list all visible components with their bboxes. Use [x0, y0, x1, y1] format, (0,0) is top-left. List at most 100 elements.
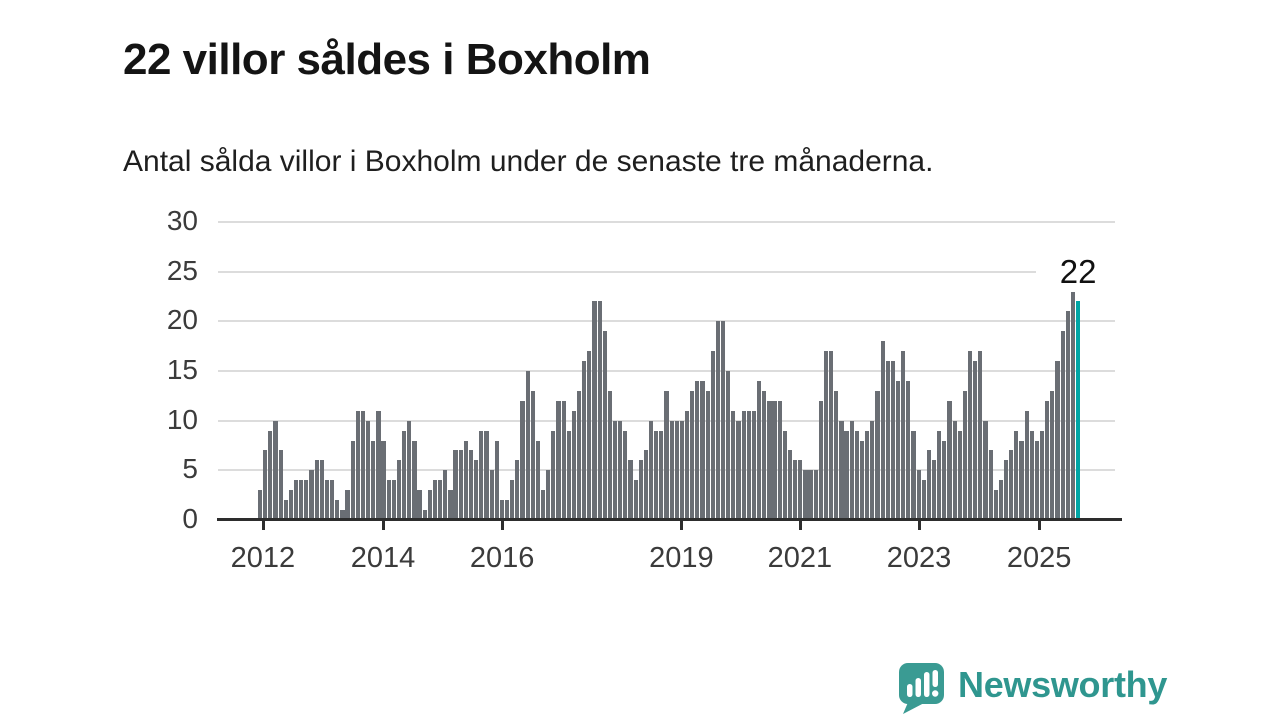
bar: [525, 371, 530, 520]
bar: [294, 480, 299, 520]
bar: [926, 450, 931, 520]
bar: [937, 430, 942, 520]
bar: [304, 480, 309, 520]
bar: [396, 460, 402, 520]
bar: [782, 430, 787, 520]
bar: [731, 410, 736, 520]
bar: [854, 430, 859, 520]
bar: [787, 450, 793, 520]
bar: [407, 420, 412, 520]
bar: [422, 510, 427, 520]
bar: [597, 301, 602, 520]
bar: [762, 390, 767, 520]
bar: [988, 450, 993, 520]
bar: [885, 361, 890, 520]
newsworthy-wordmark: Newsworthy: [958, 664, 1168, 705]
bar: [324, 480, 330, 520]
bar: [412, 440, 417, 520]
bar: [546, 470, 551, 520]
value-label: 22: [1036, 253, 1121, 291]
bar: [751, 410, 757, 520]
bar: [911, 430, 916, 520]
y-axis-tick-label: 20: [166, 304, 198, 336]
bar: [741, 410, 746, 520]
bar: [921, 480, 926, 520]
bar: [942, 440, 947, 520]
bar: [350, 440, 355, 520]
bar: [1045, 400, 1050, 520]
bar: [890, 361, 895, 520]
bar: [607, 390, 613, 520]
gridline: [218, 320, 1115, 323]
bar: [643, 450, 649, 520]
bar: [757, 380, 762, 520]
bar: [484, 430, 489, 520]
x-axis-line: [217, 518, 1122, 521]
bar: [258, 490, 263, 520]
y-axis-tick-label: 30: [166, 205, 198, 236]
bar: [638, 460, 643, 520]
bar: [1014, 430, 1019, 520]
bar: [679, 420, 685, 520]
bar: [417, 490, 422, 520]
x-axis-tick: [381, 521, 385, 530]
bar: [535, 440, 540, 520]
bar: [685, 410, 690, 520]
bar: [566, 430, 571, 520]
bar: [803, 470, 808, 520]
x-axis-tick-label: 2021: [767, 542, 833, 574]
bar: [834, 390, 839, 520]
bar: [875, 390, 880, 520]
page-title: 22 villor såldes i Boxholm: [123, 35, 651, 85]
bar: [386, 480, 391, 520]
x-axis-tick: [261, 521, 265, 530]
bar: [695, 380, 700, 520]
bar: [793, 460, 798, 520]
x-axis-tick-label: 2012: [230, 542, 296, 574]
bar: [504, 500, 510, 520]
bar: [931, 460, 937, 520]
bar: [381, 440, 386, 520]
bar: [515, 460, 520, 520]
bar: [813, 470, 818, 520]
bar: [849, 420, 854, 520]
bar: [962, 390, 967, 520]
x-axis-tick-label: 2023: [886, 542, 952, 574]
bar: [957, 430, 962, 520]
bar: [582, 361, 587, 520]
bar: [839, 420, 844, 520]
bar: [978, 351, 983, 520]
newsworthy-logo: Newsworthy: [896, 662, 1167, 714]
bar: [700, 380, 705, 520]
bar: [1019, 440, 1024, 520]
bar: [983, 420, 988, 520]
bar: [823, 351, 829, 520]
bar: [1034, 440, 1040, 520]
bar: [767, 400, 772, 520]
bar: [829, 351, 834, 520]
bar: [772, 400, 777, 520]
bar: [952, 420, 957, 520]
bar: [705, 390, 710, 520]
bar: [895, 380, 901, 520]
bar: [319, 460, 324, 520]
x-axis-tick-label: 2016: [469, 542, 535, 574]
bar: [453, 450, 458, 520]
bar: [592, 301, 597, 520]
bar: [530, 390, 535, 520]
bar: [402, 430, 407, 520]
bar: [330, 480, 335, 520]
bar: [798, 460, 803, 520]
bar: [690, 390, 695, 520]
x-axis-tick: [680, 521, 684, 530]
bar: [458, 450, 463, 520]
bar: [283, 500, 288, 520]
bar: [479, 430, 484, 520]
bar: [1065, 311, 1070, 520]
bar: [1003, 460, 1009, 520]
bar: [474, 460, 479, 520]
bar: [633, 480, 638, 520]
bar: [448, 490, 453, 520]
bar: [664, 390, 669, 520]
